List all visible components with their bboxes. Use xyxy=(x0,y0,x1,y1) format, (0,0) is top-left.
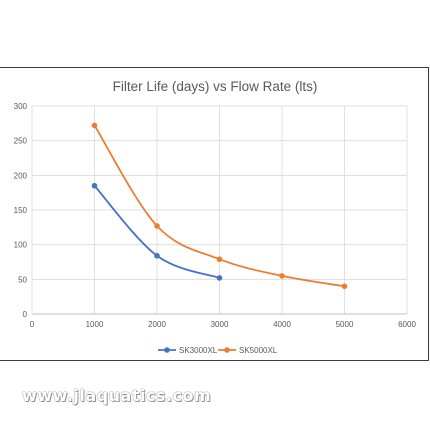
series-lines xyxy=(91,122,348,290)
legend: SK3000XL SK5000XL xyxy=(158,346,278,355)
x-tick-label: 5000 xyxy=(336,320,354,329)
x-tick-label: 3000 xyxy=(211,320,229,329)
data-point-sk5000xl xyxy=(91,122,98,129)
legend-marker-sk5000xl xyxy=(224,347,230,353)
y-tick-label: 150 xyxy=(14,206,28,215)
y-tick-label: 0 xyxy=(23,310,28,319)
data-point-sk3000xl xyxy=(91,182,98,189)
watermark-text: www.jlaquatics.com xyxy=(22,386,212,405)
x-tick-label: 6000 xyxy=(398,320,416,329)
x-tick-label: 2000 xyxy=(148,320,166,329)
gridlines xyxy=(31,105,408,314)
data-point-sk5000xl xyxy=(341,283,348,290)
data-point-sk3000xl xyxy=(216,275,223,281)
y-tick-label: 100 xyxy=(14,241,28,250)
data-point-sk5000xl xyxy=(216,256,223,263)
y-tick-label: 300 xyxy=(14,102,28,111)
y-tick-label: 250 xyxy=(14,137,28,146)
x-tick-label: 0 xyxy=(30,320,35,329)
series-line-sk5000xl xyxy=(93,124,345,288)
data-point-sk5000xl xyxy=(154,223,160,229)
data-point-sk5000xl xyxy=(279,273,285,279)
legend-marker-sk3000xl xyxy=(164,347,170,353)
x-tick-label: 4000 xyxy=(273,320,291,329)
data-point-sk3000xl xyxy=(154,252,160,259)
x-tick-label: 1000 xyxy=(86,320,104,329)
chart-frame xyxy=(0,67,429,361)
legend-label-sk5000xl: SK5000XL xyxy=(239,346,278,355)
y-tick-label: 50 xyxy=(18,275,27,284)
y-tick-label: 200 xyxy=(14,171,28,180)
chart-title: Filter Life (days) vs Flow Rate (lts) xyxy=(112,79,318,94)
legend-label-sk3000xl: SK3000XL xyxy=(179,346,218,355)
